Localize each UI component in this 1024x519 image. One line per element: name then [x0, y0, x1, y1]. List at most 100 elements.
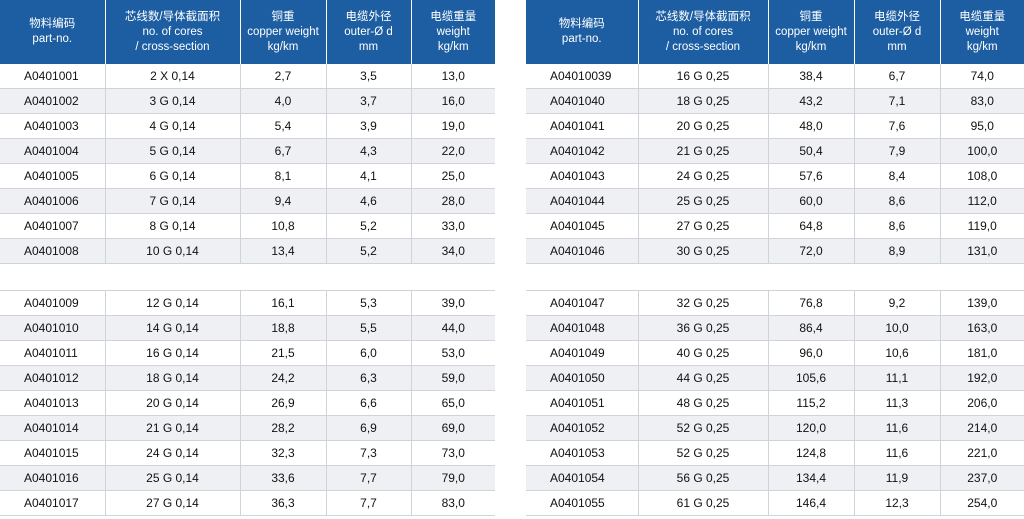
table-row: A04010039 16 G 0,25 38,4 6,7 74,0 — [526, 64, 1024, 89]
cell-outer-diameter: 6,3 — [325, 365, 411, 391]
table-row: A0401002 3 G 0,14 4,0 3,7 16,0 — [0, 88, 495, 114]
table-row: A0401040 18 G 0,25 43,2 7,1 83,0 — [526, 88, 1024, 114]
cell-cores: 3 G 0,14 — [104, 88, 240, 114]
header-weight: 电缆重量 weight kg/km — [939, 0, 1024, 64]
cell-cores: 30 G 0,25 — [637, 238, 768, 264]
cell-part-no: A0401051 — [526, 390, 638, 416]
cell-cores: 48 G 0,25 — [637, 390, 768, 416]
cell-part-no: A0401052 — [526, 415, 638, 441]
table-row: A0401013 20 G 0,14 26,9 6,6 65,0 — [0, 390, 495, 416]
cell-weight: 83,0 — [410, 490, 495, 516]
cell-weight: 39,0 — [410, 290, 495, 316]
header-outer-diameter: 电缆外径 outer-Ø d mm — [325, 0, 411, 64]
cell-outer-diameter: 10,6 — [853, 340, 940, 366]
cell-weight: 65,0 — [410, 390, 495, 416]
cell-weight: 100,0 — [939, 138, 1024, 164]
cell-weight: 59,0 — [410, 365, 495, 391]
cell-copper-weight: 4,0 — [239, 88, 326, 114]
table-row: A0401052 52 G 0,25 120,0 11,6 214,0 — [526, 415, 1024, 441]
cell-part-no: A0401040 — [526, 88, 638, 114]
table-row: A0401007 8 G 0,14 10,8 5,2 33,0 — [0, 213, 495, 239]
table-row: A0401044 25 G 0,25 60,0 8,6 112,0 — [526, 188, 1024, 214]
cell-cores: 21 G 0,14 — [104, 415, 240, 441]
cell-weight: 131,0 — [939, 238, 1024, 264]
table-body: A04010039 16 G 0,25 38,4 6,7 74,0 A0401040 18 … — [526, 64, 1024, 516]
cell-copper-weight: 2,7 — [239, 64, 326, 89]
table-row: A0401006 7 G 0,14 9,4 4,6 28,0 — [0, 188, 495, 214]
cell-outer-diameter: 11,1 — [853, 365, 940, 391]
cell-weight: 112,0 — [939, 188, 1024, 214]
cell-outer-diameter: 3,9 — [325, 113, 411, 139]
table-row: A0401053 52 G 0,25 124,8 11,6 221,0 — [526, 440, 1024, 466]
header-cores: 芯线数/导体截面积 no. of cores / cross-section — [637, 0, 768, 64]
cell-part-no: A0401014 — [0, 415, 105, 441]
cell-cores: 5 G 0,14 — [104, 138, 240, 164]
cell-part-no: A0401047 — [526, 290, 638, 316]
cell-copper-weight: 72,0 — [767, 238, 854, 264]
cell-outer-diameter: 7,7 — [325, 465, 411, 491]
table-row: A0401010 14 G 0,14 18,8 5,5 44,0 — [0, 315, 495, 341]
cell-weight: 22,0 — [410, 138, 495, 164]
cell-part-no: A0401006 — [0, 188, 105, 214]
cell-part-no: A0401042 — [526, 138, 638, 164]
cell-weight: 44,0 — [410, 315, 495, 341]
cell-weight: 25,0 — [410, 163, 495, 189]
table-header: 物料编码 part-no. 芯线数/导体截面积 no. of cores / cros… — [526, 0, 1024, 64]
cell-outer-diameter: 11,3 — [853, 390, 940, 416]
cell-part-no: A0401055 — [526, 490, 638, 516]
cell-cores: 10 G 0,14 — [104, 238, 240, 264]
cell-weight: 16,0 — [410, 88, 495, 114]
cell-outer-diameter: 11,6 — [853, 440, 940, 466]
cell-outer-diameter: 7,1 — [853, 88, 940, 114]
cell-weight: 206,0 — [939, 390, 1024, 416]
header-copper-weight: 铜重 copper weight kg/km — [767, 0, 854, 64]
table-row: A0401014 21 G 0,14 28,2 6,9 69,0 — [0, 415, 495, 441]
table-row: A0401012 18 G 0,14 24,2 6,3 59,0 — [0, 365, 495, 391]
table-row: A0401055 61 G 0,25 146,4 12,3 254,0 — [526, 490, 1024, 516]
cell-part-no: A0401046 — [526, 238, 638, 264]
cell-part-no: A0401001 — [0, 64, 105, 89]
table-row: A0401051 48 G 0,25 115,2 11,3 206,0 — [526, 390, 1024, 416]
cell-weight: 74,0 — [939, 64, 1024, 89]
cell-copper-weight: 9,4 — [239, 188, 326, 214]
cell-copper-weight: 26,9 — [239, 390, 326, 416]
cell-part-no: A0401041 — [526, 113, 638, 139]
cell-cores: 7 G 0,14 — [104, 188, 240, 214]
cell-cores: 24 G 0,14 — [104, 440, 240, 466]
cell-part-no: A0401048 — [526, 315, 638, 341]
cell-copper-weight: 8,1 — [239, 163, 326, 189]
cell-outer-diameter: 4,3 — [325, 138, 411, 164]
table-row: A0401003 4 G 0,14 5,4 3,9 19,0 — [0, 113, 495, 139]
table-row: A0401046 30 G 0,25 72,0 8,9 131,0 — [526, 238, 1024, 264]
cell-outer-diameter: 11,9 — [853, 465, 940, 491]
table-header: 物料编码 part-no. 芯线数/导体截面积 no. of cores / cros… — [0, 0, 495, 64]
cell-outer-diameter: 6,0 — [325, 340, 411, 366]
group-spacer — [0, 263, 495, 291]
cell-cores: 21 G 0,25 — [637, 138, 768, 164]
cell-copper-weight: 76,8 — [767, 290, 854, 316]
cell-weight: 33,0 — [410, 213, 495, 239]
header-outer-diameter: 电缆外径 outer-Ø d mm — [853, 0, 940, 64]
cell-cores: 16 G 0,25 — [637, 64, 768, 89]
cell-weight: 254,0 — [939, 490, 1024, 516]
cell-part-no: A0401043 — [526, 163, 638, 189]
cell-outer-diameter: 8,4 — [853, 163, 940, 189]
cell-cores: 52 G 0,25 — [637, 440, 768, 466]
cell-cores: 20 G 0,14 — [104, 390, 240, 416]
cell-cores: 25 G 0,25 — [637, 188, 768, 214]
cell-copper-weight: 10,8 — [239, 213, 326, 239]
cell-cores: 20 G 0,25 — [637, 113, 768, 139]
table-row: A0401045 27 G 0,25 64,8 8,6 119,0 — [526, 213, 1024, 239]
cell-cores: 18 G 0,25 — [637, 88, 768, 114]
cell-part-no: A0401004 — [0, 138, 105, 164]
table-row: A0401016 25 G 0,14 33,6 7,7 79,0 — [0, 465, 495, 491]
cell-weight: 53,0 — [410, 340, 495, 366]
cell-part-no: A0401015 — [0, 440, 105, 466]
cell-cores: 32 G 0,25 — [637, 290, 768, 316]
cell-cores: 18 G 0,14 — [104, 365, 240, 391]
cell-cores: 44 G 0,25 — [637, 365, 768, 391]
cell-part-no: A0401003 — [0, 113, 105, 139]
cell-weight: 221,0 — [939, 440, 1024, 466]
cell-copper-weight: 134,4 — [767, 465, 854, 491]
cell-outer-diameter: 6,9 — [325, 415, 411, 441]
